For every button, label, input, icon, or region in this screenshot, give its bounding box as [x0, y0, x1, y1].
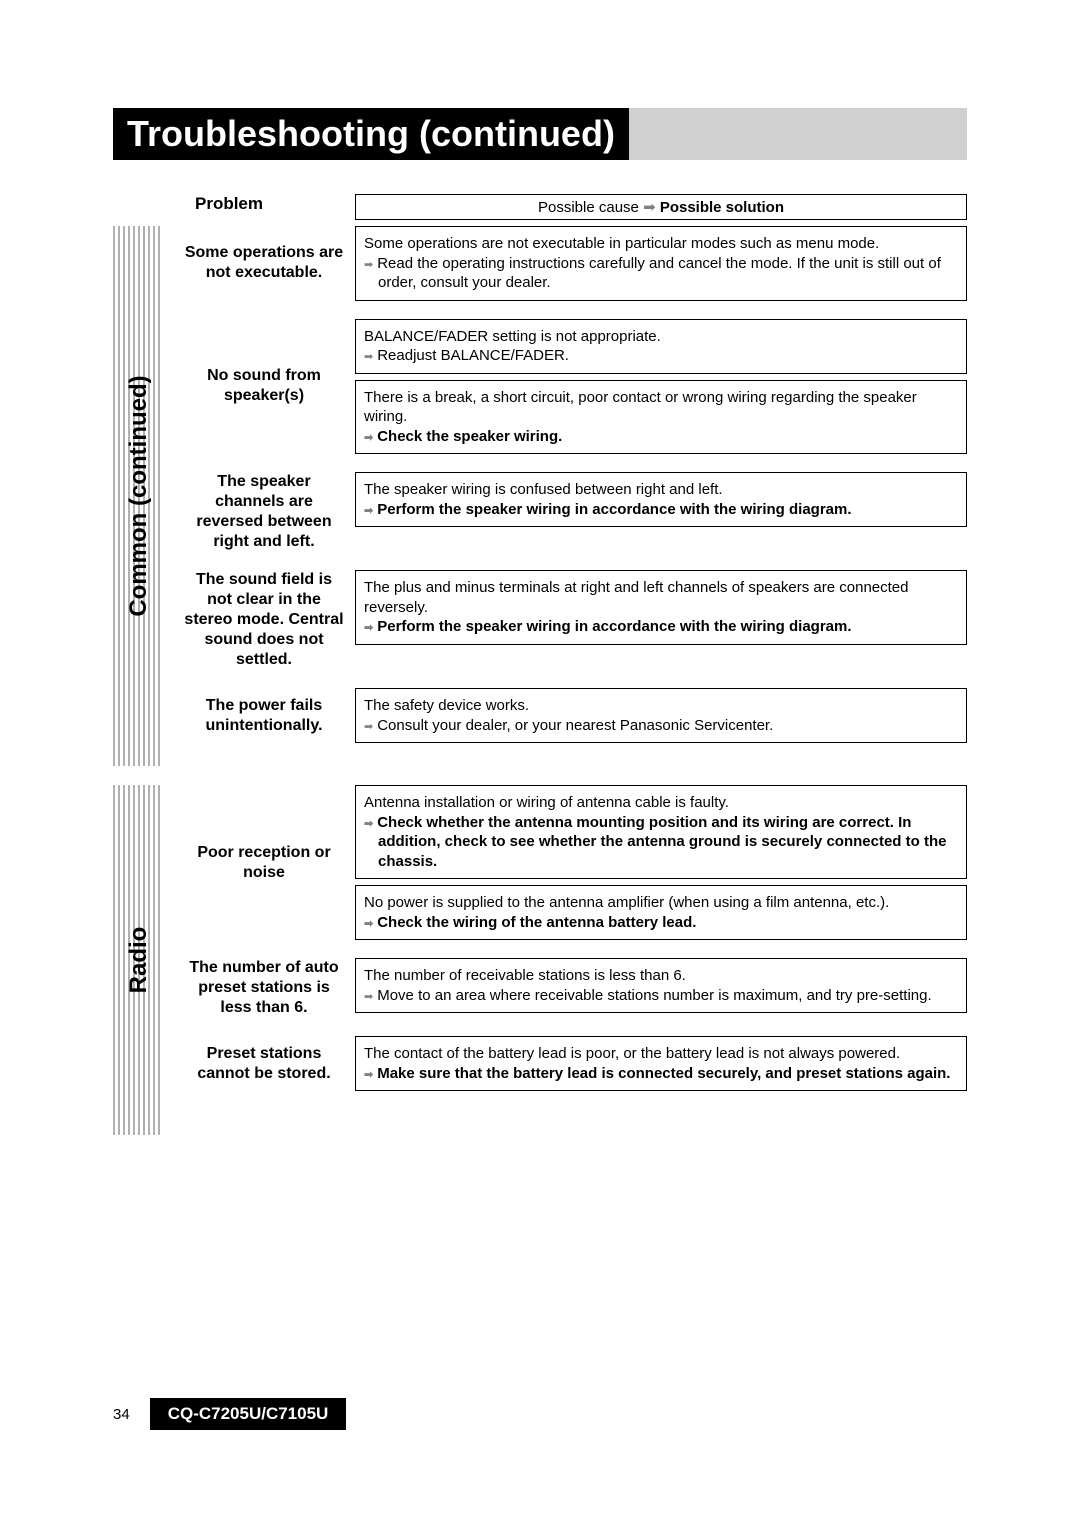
solution-text: Read the operating instructions carefull…: [364, 254, 958, 293]
cause-text: The plus and minus terminals at right an…: [364, 578, 958, 617]
arrow-icon: ➡: [643, 199, 660, 216]
solution-text: Make sure that the battery lead is conne…: [364, 1064, 958, 1084]
possible-cause-label: Possible cause: [538, 199, 639, 216]
table-row: Poor reception or noise Antenna installat…: [183, 785, 967, 940]
section-label-radio: Radio: [127, 927, 151, 994]
possible-solution-label: Possible solution: [660, 199, 784, 216]
table-row: The sound field is not clear in the ster…: [183, 570, 967, 670]
table-row: The power fails unintentionally.The safe…: [183, 688, 967, 743]
page-number: 34: [113, 1406, 130, 1423]
page-title: Troubleshooting (continued): [113, 108, 629, 160]
solution-box: The contact of the battery lead is poor,…: [355, 1036, 967, 1091]
cause-text: Some operations are not executable in pa…: [364, 234, 958, 254]
solution-text: Consult your dealer, or your nearest Pan…: [364, 716, 958, 736]
table-row: Preset stations cannot be stored. The con…: [183, 1036, 967, 1091]
cause-text: The number of receivable stations is les…: [364, 966, 958, 986]
solution-text: Check whether the antenna mounting posit…: [364, 813, 958, 872]
radio-rows: Poor reception or noise Antenna installat…: [183, 785, 967, 1109]
solutions-cell: The contact of the battery lead is poor,…: [355, 1036, 967, 1091]
solution-box: BALANCE/FADER setting is not appropriate…: [355, 319, 967, 374]
col-problem-header: Problem: [113, 194, 345, 220]
header-bar: [629, 108, 967, 160]
model-badge: CQ-C7205U/C7105U: [150, 1398, 347, 1430]
solutions-cell: The plus and minus terminals at right an…: [355, 570, 967, 670]
solution-text: Check the wiring of the antenna battery …: [364, 913, 958, 933]
solution-box: The safety device works.Consult your dea…: [355, 688, 967, 743]
solution-box: Some operations are not executable in pa…: [355, 226, 967, 301]
solutions-cell: Some operations are not executable in pa…: [355, 226, 967, 301]
problem-cell: The power fails unintentionally.: [183, 688, 345, 743]
col-solution-header: Possible cause ➡ Possible solution: [355, 194, 967, 220]
problem-cell: No sound from speaker(s): [183, 319, 345, 455]
cause-text: The contact of the battery lead is poor,…: [364, 1044, 958, 1064]
problem-cell: Poor reception or noise: [183, 785, 345, 940]
solutions-cell: BALANCE/FADER setting is not appropriate…: [355, 319, 967, 455]
solution-box: The number of receivable stations is les…: [355, 958, 967, 1013]
table-row: The number of auto preset stations is le…: [183, 958, 967, 1018]
solutions-cell: Antenna installation or wiring of antenn…: [355, 785, 967, 940]
solution-box: Antenna installation or wiring of antenn…: [355, 785, 967, 879]
solution-text: Perform the speaker wiring in accordance…: [364, 617, 958, 637]
page-footer: 34 CQ-C7205U/C7105U: [113, 1398, 346, 1430]
problem-cell: The sound field is not clear in the ster…: [183, 570, 345, 670]
section-radio: Radio Poor reception or noise Antenna ins…: [113, 785, 967, 1135]
solution-text: Move to an area where receivable station…: [364, 986, 958, 1006]
solutions-cell: The number of receivable stations is les…: [355, 958, 967, 1018]
solution-box: The plus and minus terminals at right an…: [355, 570, 967, 645]
table-row: Some operations are not executable. Some …: [183, 226, 967, 301]
problem-cell: Some operations are not executable.: [183, 226, 345, 301]
cause-text: The safety device works.: [364, 696, 958, 716]
cause-text: Antenna installation or wiring of antenn…: [364, 793, 958, 813]
table-row: No sound from speaker(s) BALANCE/FADER se…: [183, 319, 967, 455]
solution-text: Readjust BALANCE/FADER.: [364, 346, 958, 366]
cause-text: There is a break, a short circuit, poor …: [364, 388, 958, 427]
solution-box: The speaker wiring is confused between r…: [355, 472, 967, 527]
problem-cell: The number of auto preset stations is le…: [183, 958, 345, 1018]
cause-text: BALANCE/FADER setting is not appropriate…: [364, 327, 958, 347]
cause-text: No power is supplied to the antenna ampl…: [364, 893, 958, 913]
cause-text: The speaker wiring is confused between r…: [364, 480, 958, 500]
section-label-common: Common (continued): [127, 375, 151, 616]
page-header: Troubleshooting (continued): [113, 80, 967, 160]
section-common: Common (continued) Some operations are n…: [113, 226, 967, 766]
solutions-cell: The speaker wiring is confused between r…: [355, 472, 967, 552]
solutions-cell: The safety device works.Consult your dea…: [355, 688, 967, 743]
problem-cell: Preset stations cannot be stored.: [183, 1036, 345, 1091]
solution-text: Check the speaker wiring.: [364, 427, 958, 447]
solution-box: No power is supplied to the antenna ampl…: [355, 885, 967, 940]
problem-cell: The speaker channels are reversed betwee…: [183, 472, 345, 552]
table-row: The speaker channels are reversed betwee…: [183, 472, 967, 552]
common-rows: Some operations are not executable. Some …: [183, 226, 967, 761]
columns-header: Problem Possible cause ➡ Possible soluti…: [113, 194, 967, 220]
solution-box: There is a break, a short circuit, poor …: [355, 380, 967, 455]
solution-text: Perform the speaker wiring in accordance…: [364, 500, 958, 520]
